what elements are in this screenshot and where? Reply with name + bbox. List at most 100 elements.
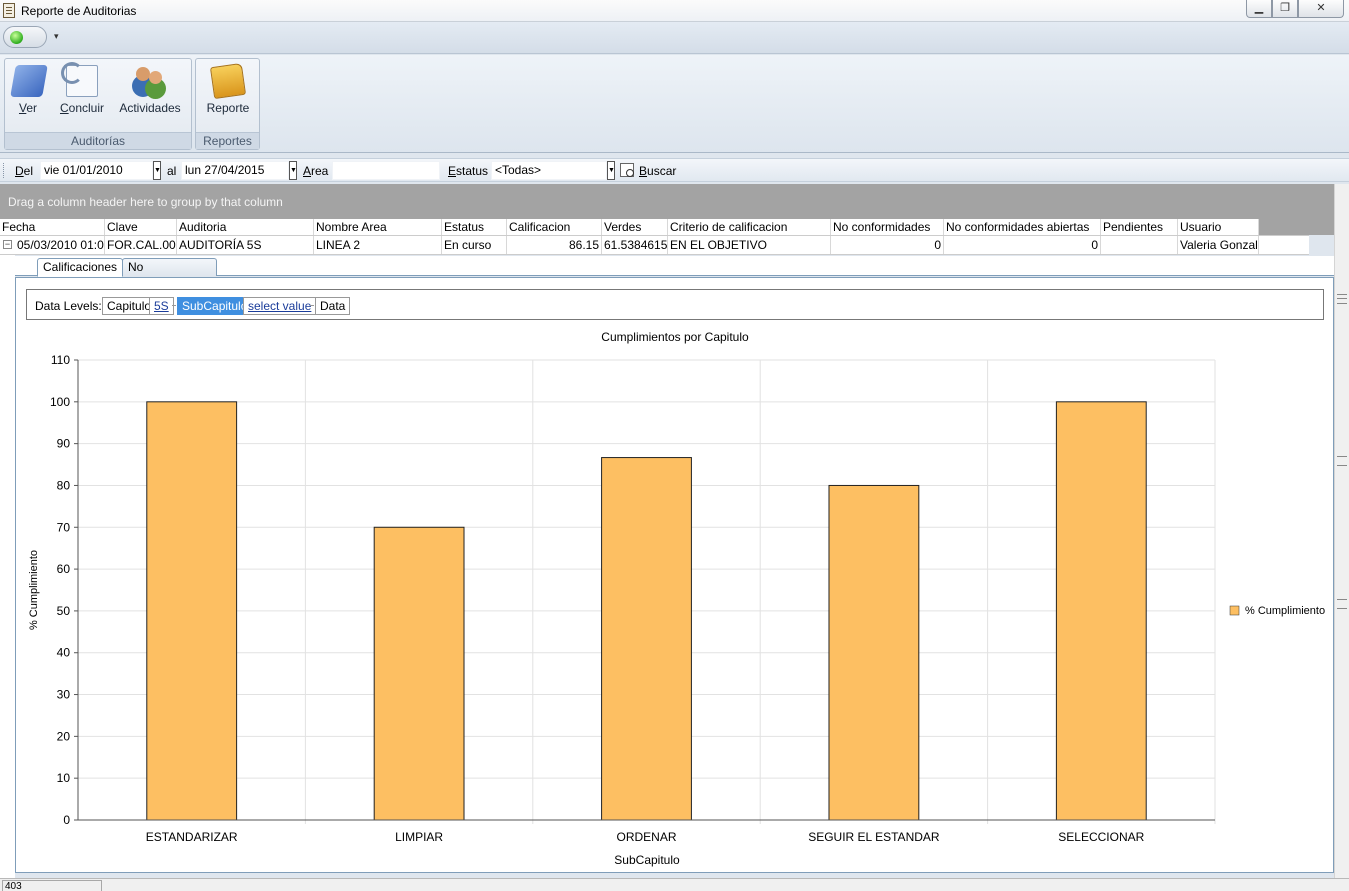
search-icon[interactable]: [620, 163, 634, 177]
vertical-scrollbar[interactable]: [1334, 184, 1349, 878]
select-value-link[interactable]: select value: [248, 299, 312, 313]
level-subcapitulo[interactable]: SubCapitulo: [177, 297, 253, 315]
column-header-pendientes[interactable]: Pendientes: [1101, 219, 1178, 235]
cell-no-conformidades-abiertas[interactable]: 0: [944, 236, 1101, 254]
to-date-dropdown[interactable]: ▼: [289, 161, 297, 180]
y-tick-label: 0: [63, 813, 70, 827]
y-tick-label: 30: [57, 688, 71, 702]
column-header-auditoria[interactable]: Auditoria: [177, 219, 314, 235]
collapse-icon[interactable]: −: [3, 239, 12, 249]
customize-toolbar-dropdown[interactable]: ▾: [54, 31, 59, 41]
y-tick-label: 100: [50, 395, 70, 409]
to-date-picker[interactable]: lun 27/04/2015: [181, 161, 289, 180]
from-date-picker[interactable]: vie 01/01/2010: [40, 161, 153, 180]
splitter-grip: [1337, 599, 1347, 609]
column-header-criterio[interactable]: Criterio de calificacion: [668, 219, 831, 235]
status-bar: 403: [0, 878, 1349, 891]
cell-estatus[interactable]: En curso: [442, 236, 507, 254]
level-capitulo-label: Capitulo: [107, 299, 152, 313]
column-header-no-conformidades[interactable]: No conformidades: [831, 219, 944, 235]
tab-calificaciones[interactable]: Calificaciones: [37, 258, 123, 277]
level-capitulo-value-link[interactable]: 5S: [154, 299, 169, 313]
bar[interactable]: [146, 401, 238, 821]
from-date-dropdown[interactable]: ▼: [153, 161, 161, 180]
estatus-dropdown[interactable]: ▼: [607, 161, 615, 180]
estatus-select[interactable]: <Todas>: [491, 161, 607, 180]
estatus-label: Estatus: [448, 164, 489, 178]
ribbon-group-auditorias: Ver Concluir Actividades Auditorías: [4, 58, 192, 150]
cell-clave[interactable]: FOR.CAL.003: [107, 236, 177, 254]
cell-fecha[interactable]: 05/03/2010 01:04: [17, 236, 105, 254]
legend-swatch: [1229, 605, 1240, 616]
level-subcapitulo-label: SubCapitulo: [182, 299, 248, 313]
cell-auditoria[interactable]: AUDITORÍA 5S: [177, 236, 314, 254]
column-header-clave[interactable]: Clave: [105, 219, 177, 235]
column-header-calificacion[interactable]: Calificacion: [507, 219, 602, 235]
maximize-button[interactable]: ❐: [1272, 0, 1298, 18]
detail-tabs: Calificaciones No conformidades: [15, 256, 1334, 290]
cell-verdes[interactable]: 61.53846153: [604, 236, 668, 254]
y-tick-label: 10: [57, 771, 71, 785]
application-menu-button[interactable]: [3, 26, 47, 48]
y-tick-label: 110: [51, 353, 70, 367]
y-tick-label: 90: [57, 437, 71, 451]
reporte-button[interactable]: Reporte: [204, 62, 252, 115]
ribbon-group-reportes: Reporte Reportes: [195, 58, 260, 150]
level-capitulo-value[interactable]: 5S: [149, 297, 174, 315]
chart-title: Cumplimientos por Capitulo: [601, 330, 749, 344]
record-count: 403: [2, 880, 102, 891]
y-tick-label: 70: [57, 520, 71, 534]
concluir-button[interactable]: Concluir: [57, 62, 107, 115]
y-axis-label: % Cumplimiento: [28, 550, 40, 630]
toolbar-grip: [3, 163, 6, 178]
group-by-panel[interactable]: Drag a column header here to group by th…: [0, 184, 1334, 219]
y-tick-label: 60: [57, 562, 71, 576]
window-title: Reporte de Auditorias: [21, 4, 137, 18]
cell-usuario[interactable]: Valeria Gonzalez: [1180, 236, 1259, 254]
x-tick-label: SELECCIONAR: [1058, 830, 1144, 844]
column-header-nombre-area[interactable]: Nombre Area: [314, 219, 442, 235]
actividades-button[interactable]: Actividades: [117, 65, 183, 115]
cell-no-conformidades[interactable]: 0: [831, 236, 944, 254]
table-row[interactable]: − 05/03/2010 01:04 FOR.CAL.003 AUDITORÍA…: [0, 235, 1309, 255]
column-header-fecha[interactable]: Fecha: [0, 219, 105, 235]
cell-pendientes[interactable]: [1101, 236, 1178, 254]
area-field[interactable]: [332, 161, 440, 180]
level-capitulo[interactable]: Capitulo: [102, 297, 157, 315]
del-label: Del: [15, 164, 34, 178]
ver-button[interactable]: Ver: [10, 65, 48, 115]
splitter-grip: [1337, 294, 1347, 304]
bar[interactable]: [373, 526, 465, 821]
level-subcapitulo-value[interactable]: select value: [243, 297, 317, 315]
bar[interactable]: [828, 484, 920, 821]
ribbon-group-label: Auditorías: [5, 132, 191, 149]
users-icon: [134, 65, 166, 97]
level-data[interactable]: Data: [315, 297, 351, 315]
bar[interactable]: [601, 457, 692, 821]
app-icon: [3, 3, 15, 18]
bar-chart: Cumplimientos por Capitulo 0 10 20 30 40 50 60…: [28, 330, 1325, 867]
x-axis-label: SubCapitulo: [614, 853, 680, 867]
tab-no-conformidades[interactable]: No conformidades: [122, 258, 217, 290]
minimize-button[interactable]: ▁: [1246, 0, 1272, 18]
laptop-icon: [10, 65, 48, 97]
al-label: al: [167, 164, 177, 178]
x-tick-label: LIMPIAR: [395, 830, 443, 844]
buscar-button[interactable]: Buscar: [639, 164, 677, 178]
cell-nombre-area[interactable]: LINEA 2: [314, 236, 442, 254]
app-orb-icon: [10, 31, 23, 44]
level-data-label: Data: [320, 299, 346, 313]
close-button[interactable]: ✕: [1298, 0, 1344, 18]
area-label: Area: [303, 164, 329, 178]
column-header-estatus[interactable]: Estatus: [442, 219, 507, 235]
y-tick-label: 50: [57, 604, 71, 618]
cell-calificacion[interactable]: 86.15: [507, 236, 602, 254]
y-tick-label: 80: [57, 478, 71, 492]
cell-criterio[interactable]: EN EL OBJETIVO: [668, 236, 831, 254]
column-header-no-conformidades-abiertas[interactable]: No conformidades abiertas: [944, 219, 1101, 235]
level-connector: [172, 305, 176, 306]
quick-access-toolbar: ▾: [0, 22, 1349, 54]
column-header-verdes[interactable]: Verdes: [602, 219, 668, 235]
column-header-usuario[interactable]: Usuario: [1178, 219, 1259, 235]
bar[interactable]: [1055, 401, 1147, 821]
